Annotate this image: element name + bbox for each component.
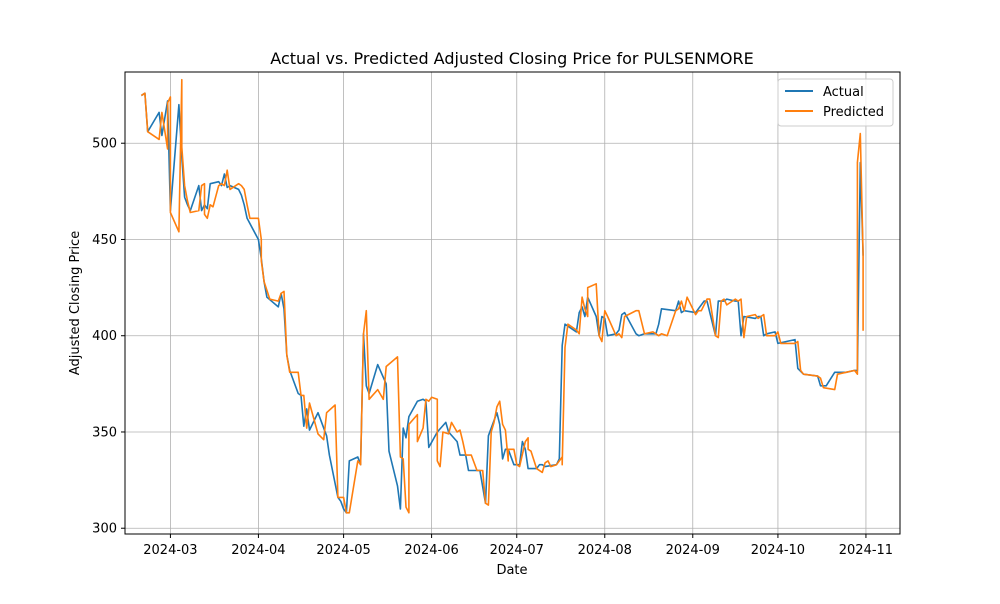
series-lines xyxy=(140,78,864,514)
legend: Actual Predicted xyxy=(777,78,894,127)
grid xyxy=(125,72,900,534)
x-tick-label: 2024-07 xyxy=(490,543,544,558)
y-tick-label: 400 xyxy=(92,329,117,344)
x-tick-label: 2024-08 xyxy=(578,543,632,558)
x-tick-label: 2024-03 xyxy=(143,543,197,558)
y-tick-label: 500 xyxy=(92,137,117,152)
plot-frame xyxy=(124,71,901,535)
chart-title: Actual vs. Predicted Adjusted Closing Pr… xyxy=(270,49,753,68)
legend-label-actual: Actual xyxy=(823,85,864,100)
y-tick-label: 300 xyxy=(92,522,117,537)
x-tick-label: 2024-10 xyxy=(751,543,805,558)
y-tick-label: 350 xyxy=(92,425,117,440)
series-line-predicted xyxy=(140,78,864,514)
y-axis-label: Adjusted Closing Price xyxy=(68,231,83,375)
legend-label-predicted: Predicted xyxy=(823,105,884,120)
x-axis-label: Date xyxy=(496,563,527,578)
axis-ticks: 2024-03 2024-04 2024-05 2024-06 2024-07 2024-… xyxy=(92,137,893,558)
y-tick-label: 450 xyxy=(92,233,117,248)
x-tick-label: 2024-09 xyxy=(666,543,720,558)
x-tick-label: 2024-06 xyxy=(404,543,458,558)
x-tick-label: 2024-11 xyxy=(839,543,893,558)
x-tick-label: 2024-05 xyxy=(316,543,370,558)
x-tick-label: 2024-04 xyxy=(231,543,285,558)
